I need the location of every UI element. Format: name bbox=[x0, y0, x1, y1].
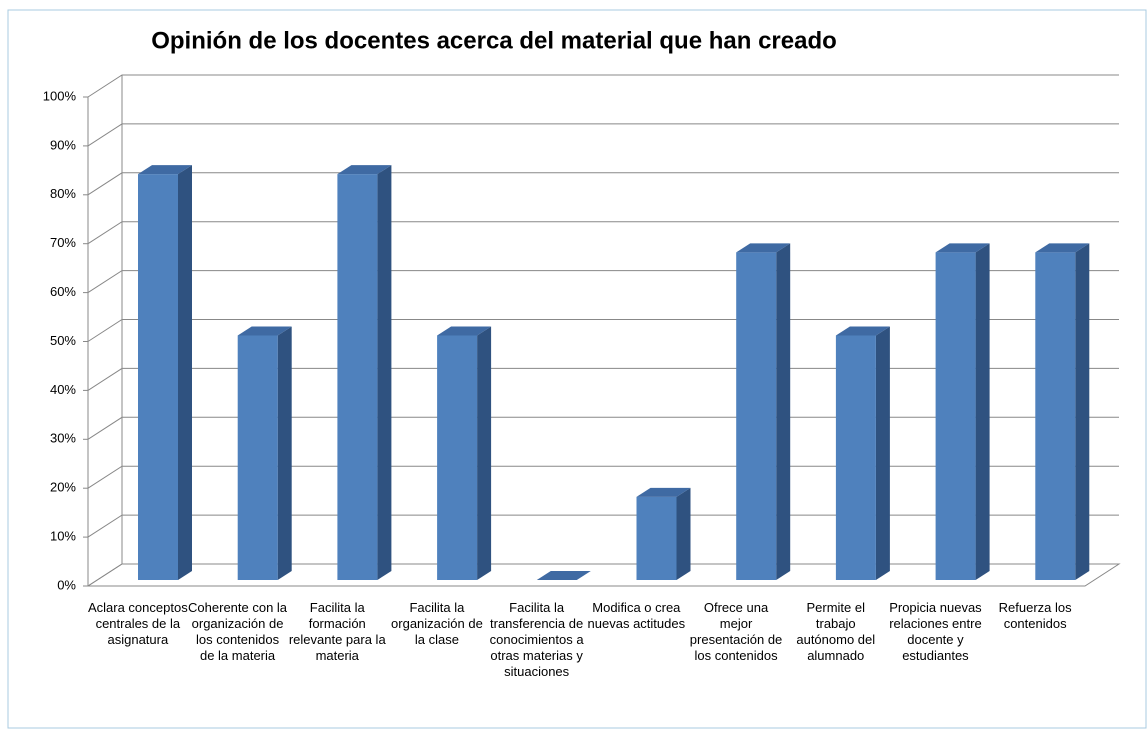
x-tick-label: Permite el trabajo autónomo del alumnado bbox=[796, 600, 876, 663]
bar-front bbox=[636, 496, 677, 580]
bar-side bbox=[178, 165, 192, 580]
bar-front bbox=[736, 252, 777, 580]
y-tick-label: 50% bbox=[50, 333, 76, 348]
grid-line bbox=[87, 172, 1119, 196]
y-tick-label: 20% bbox=[50, 480, 76, 495]
x-tick-label: Modifica o crea nuevas actitudes bbox=[587, 600, 686, 631]
bar-side bbox=[776, 243, 791, 580]
bar bbox=[636, 487, 691, 580]
bar-side bbox=[975, 243, 990, 580]
y-tick-label: 80% bbox=[50, 186, 76, 201]
y-tick-label: 100% bbox=[43, 88, 77, 103]
bar-top bbox=[636, 487, 691, 497]
bar bbox=[337, 165, 392, 580]
bar-top bbox=[736, 243, 791, 253]
bar bbox=[736, 243, 791, 580]
x-tick-label: Facilita la transferencia de conocimient… bbox=[489, 600, 584, 679]
bar-front bbox=[935, 252, 976, 580]
y-tick-label: 10% bbox=[50, 529, 76, 544]
frame bbox=[7, 9, 1147, 729]
chart-title: Opinión de los docentes acerca del mater… bbox=[151, 27, 837, 54]
bar-top bbox=[536, 571, 591, 580]
bar-side bbox=[875, 326, 890, 580]
x-tick-label: Propicia nuevas relaciones entre docente… bbox=[889, 600, 982, 663]
grid-line bbox=[87, 221, 1119, 245]
bar-top bbox=[1035, 243, 1090, 253]
y-tick-label: 0% bbox=[57, 577, 76, 592]
bar bbox=[437, 326, 492, 580]
x-tick-label: Ofrece una mejor presentación de los con… bbox=[689, 600, 783, 663]
x-tick-label: Facilita la formación relevante para la … bbox=[288, 600, 386, 663]
bar-front bbox=[437, 335, 478, 580]
bar bbox=[237, 326, 292, 580]
bar-top bbox=[138, 165, 192, 175]
bar-side bbox=[377, 165, 392, 580]
bar-side bbox=[1075, 243, 1090, 580]
x-tick-label: Coherente con la organización de los con… bbox=[188, 600, 288, 663]
x-tick-label: Aclara conceptos centrales de la asignat… bbox=[87, 600, 188, 647]
bar-top bbox=[935, 243, 990, 253]
bar-top bbox=[237, 326, 292, 336]
bar-front bbox=[835, 335, 876, 580]
x-tick-label: Refuerza los contenidos bbox=[998, 600, 1072, 631]
bar bbox=[1035, 243, 1090, 580]
bar bbox=[536, 571, 591, 580]
bar bbox=[138, 165, 192, 580]
y-tick-label: 30% bbox=[50, 431, 76, 446]
bar-front bbox=[1035, 252, 1076, 580]
bar bbox=[935, 243, 990, 580]
bar-front bbox=[138, 174, 178, 580]
bar-side bbox=[676, 487, 691, 580]
y-tick-label: 60% bbox=[50, 284, 76, 299]
bar-side bbox=[477, 326, 492, 580]
bar-front bbox=[237, 335, 278, 580]
y-tick-label: 70% bbox=[50, 235, 76, 250]
bar bbox=[835, 326, 890, 580]
grid-line bbox=[87, 74, 1119, 98]
x-tick-label: Facilita la organización de la clase bbox=[391, 600, 483, 647]
bar-front bbox=[337, 174, 378, 580]
bar-side bbox=[277, 326, 292, 580]
bar-top bbox=[337, 165, 392, 175]
bar-top bbox=[437, 326, 492, 336]
grid-line bbox=[87, 123, 1119, 147]
y-tick-label: 40% bbox=[50, 382, 76, 397]
bar-top bbox=[835, 326, 890, 336]
y-tick-label: 90% bbox=[50, 137, 76, 152]
